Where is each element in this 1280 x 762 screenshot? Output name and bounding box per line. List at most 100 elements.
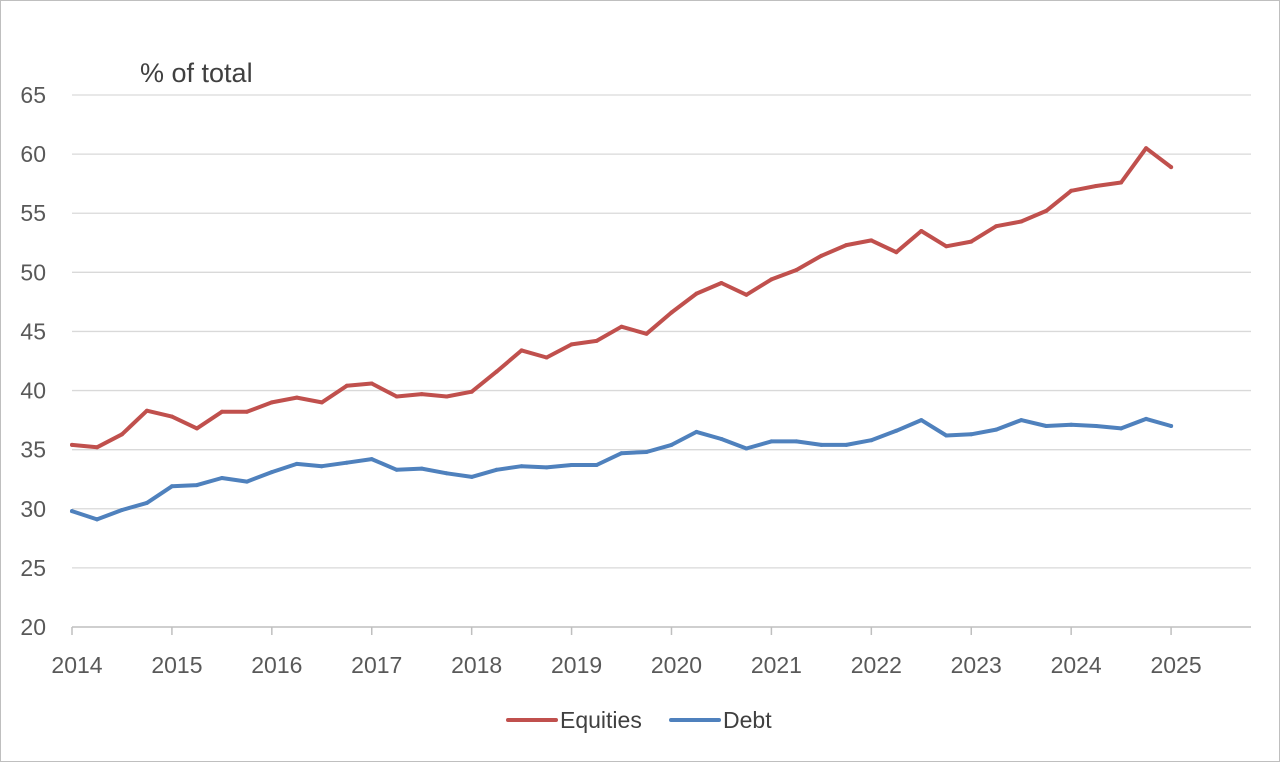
data-point-debt (1044, 424, 1049, 428)
data-point-equities (120, 432, 124, 437)
data-point-equities (969, 239, 974, 244)
x-tick-label: 2018 (451, 652, 502, 678)
x-tick-label: 2019 (551, 652, 602, 678)
data-point-equities (1144, 146, 1149, 151)
data-point-equities (194, 426, 199, 431)
data-point-equities (1069, 188, 1074, 193)
x-tick-label: 2025 (1150, 652, 1201, 678)
data-point-debt (519, 464, 524, 469)
x-tick-label: 2014 (51, 652, 102, 678)
y-axis-ticks: 20 25 30 35 40 45 50 55 60 65 (20, 82, 46, 640)
y-tick-label: 25 (20, 555, 46, 581)
y-tick-label: 45 (20, 318, 46, 344)
gridlines (72, 94, 1251, 569)
data-point-debt (569, 463, 574, 467)
data-point-equities (944, 244, 949, 249)
y-tick-label: 40 (20, 378, 46, 404)
data-point-equities (794, 268, 799, 272)
legend-label-debt: Debt (723, 707, 772, 733)
series-line-equities (70, 146, 1174, 450)
data-point-equities (669, 310, 674, 315)
legend: Equities Debt (506, 707, 772, 733)
data-point-equities (844, 243, 849, 248)
data-point-debt (1144, 416, 1149, 421)
data-point-debt (1169, 424, 1174, 428)
x-tick-label: 2017 (351, 652, 402, 678)
data-point-debt (219, 476, 224, 480)
y-tick-label: 60 (20, 141, 46, 167)
data-point-equities (469, 389, 474, 394)
data-point-equities (70, 442, 74, 447)
data-point-debt (869, 438, 874, 443)
data-point-debt (244, 479, 249, 484)
data-point-equities (1019, 219, 1024, 224)
data-point-debt (70, 509, 74, 514)
data-point-equities (294, 395, 299, 400)
data-point-debt (394, 467, 399, 472)
data-point-debt (669, 442, 674, 447)
data-point-debt (294, 461, 299, 466)
unit-label: % of total (140, 58, 253, 88)
data-point-debt (744, 446, 749, 451)
data-point-equities (894, 250, 899, 255)
data-point-equities (569, 342, 574, 347)
y-tick-label: 50 (20, 259, 46, 285)
data-point-debt (344, 460, 349, 465)
data-point-equities (169, 414, 174, 419)
data-point-debt (319, 464, 324, 469)
x-tick-label: 2016 (251, 652, 302, 678)
data-point-debt (469, 474, 474, 479)
data-point-equities (744, 292, 749, 297)
y-tick-label: 30 (20, 496, 46, 522)
legend-label-equities: Equities (560, 707, 642, 733)
data-point-equities (1119, 180, 1124, 185)
data-point-debt (794, 439, 799, 444)
y-tick-label: 20 (20, 614, 46, 640)
x-tick-label: 2023 (951, 652, 1002, 678)
data-point-equities (994, 224, 999, 229)
data-point-equities (519, 348, 524, 353)
data-point-equities (394, 394, 399, 399)
data-point-equities (1044, 208, 1049, 213)
data-point-debt (844, 442, 849, 447)
data-point-equities (919, 229, 924, 233)
data-point-debt (95, 517, 99, 522)
data-point-debt (194, 483, 199, 488)
x-tick-label: 2015 (151, 652, 202, 678)
data-point-debt (269, 470, 274, 475)
data-point-equities (344, 383, 349, 388)
x-tick-label: 2024 (1051, 652, 1102, 678)
data-point-debt (1069, 422, 1074, 427)
data-point-equities (319, 400, 324, 405)
data-point-debt (644, 450, 649, 454)
data-point-debt (120, 508, 124, 512)
data-point-equities (819, 253, 824, 258)
data-point-debt (419, 466, 424, 471)
y-tick-label: 35 (20, 437, 46, 463)
data-point-debt (894, 428, 899, 433)
data-point-debt (994, 427, 999, 432)
data-point-debt (719, 437, 724, 441)
x-tick-label: 2020 (651, 652, 702, 678)
data-point-debt (494, 467, 499, 472)
data-point-debt (944, 433, 949, 438)
data-point-debt (544, 465, 549, 470)
series-line-debt (70, 416, 1174, 522)
data-point-debt (619, 451, 624, 456)
data-point-equities (694, 291, 699, 296)
data-point-equities (719, 281, 724, 285)
data-point-debt (1019, 418, 1024, 423)
data-point-equities (244, 409, 249, 414)
data-point-debt (144, 500, 149, 505)
data-point-equities (544, 355, 549, 360)
data-point-equities (444, 394, 449, 399)
data-point-equities (219, 409, 224, 414)
data-point-equities (144, 408, 149, 413)
data-point-equities (869, 238, 874, 243)
data-point-equities (494, 369, 499, 374)
x-tick-label: 2022 (851, 652, 902, 678)
data-point-equities (419, 392, 424, 397)
data-point-debt (1119, 426, 1124, 431)
